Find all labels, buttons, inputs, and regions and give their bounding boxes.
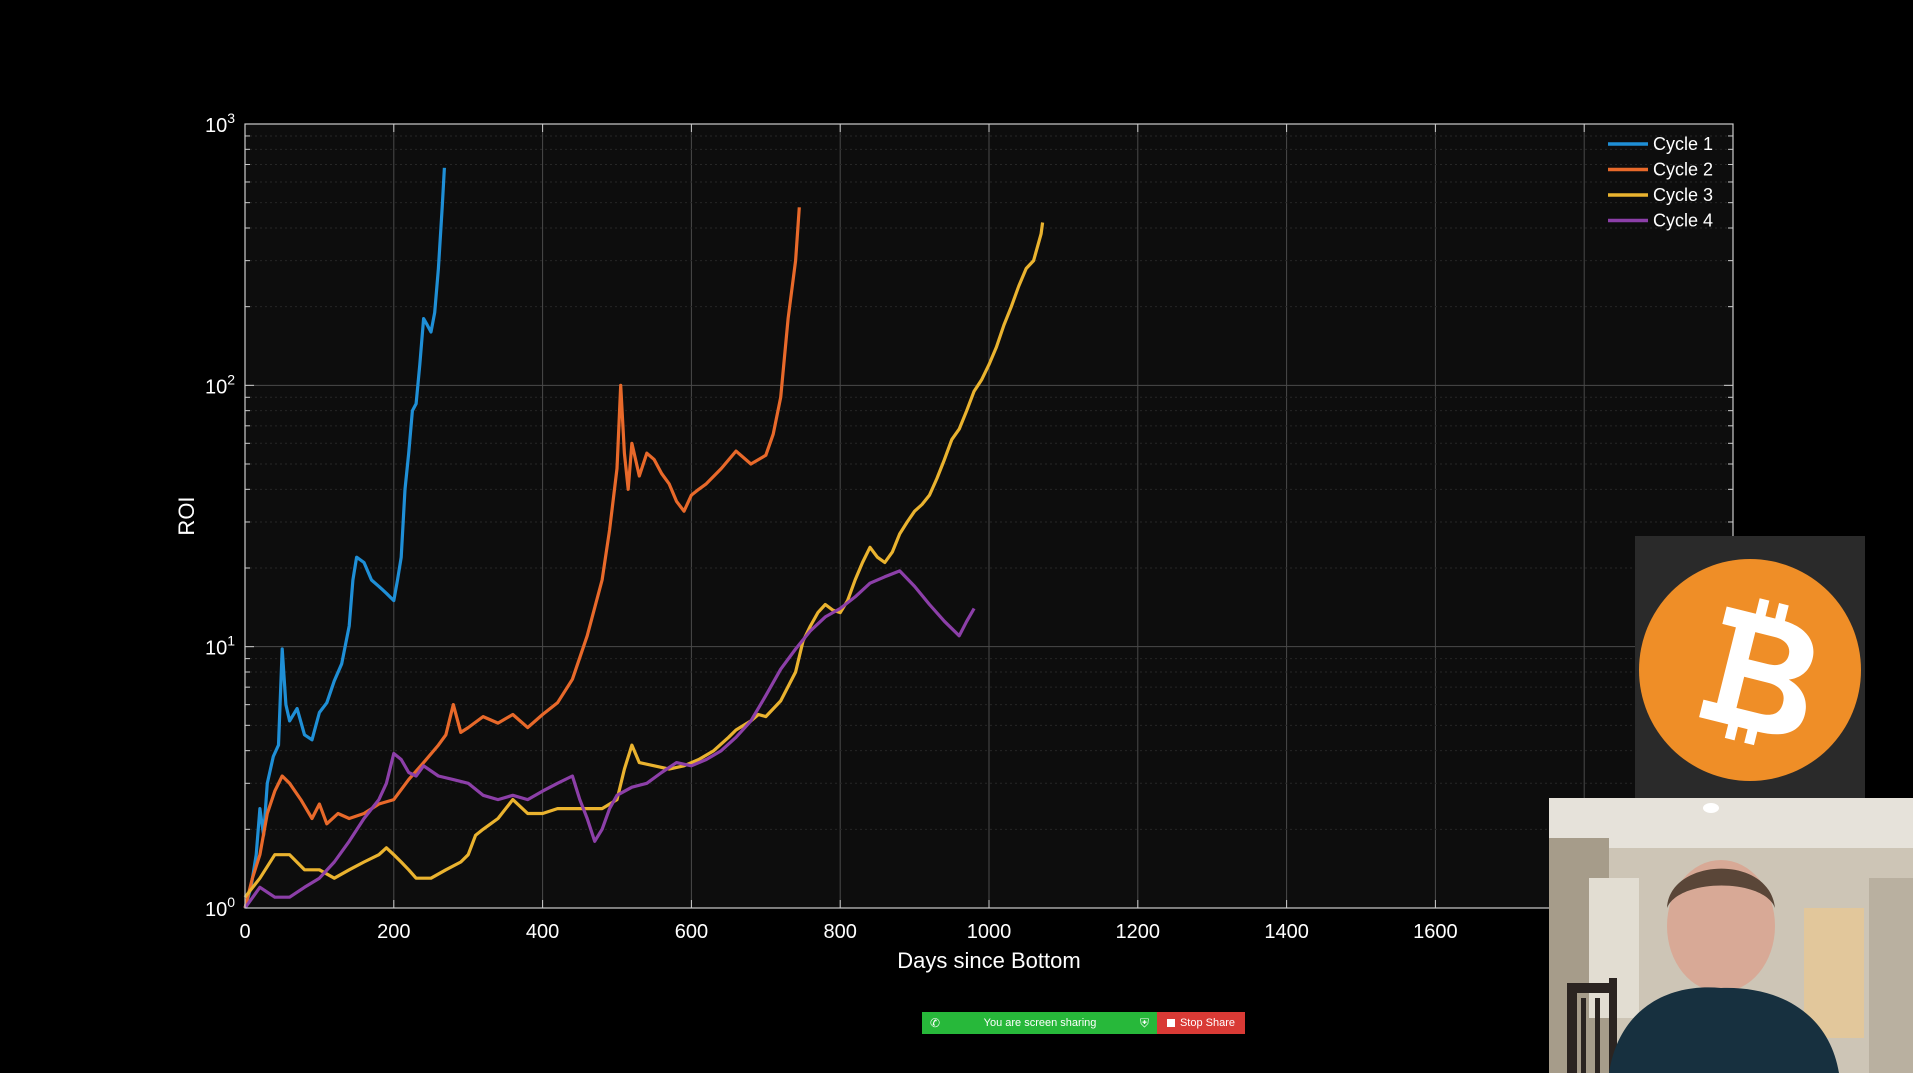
x-tick-label: 400	[526, 921, 559, 943]
screen-share-bar: ✆ You are screen sharing ⛨ Stop Share	[922, 1012, 1245, 1034]
screen-share-status-text: You are screen sharing	[983, 1017, 1097, 1029]
series-lines	[243, 167, 1045, 909]
x-tick-label: 1200	[1116, 921, 1161, 943]
y-tick-label: 103	[205, 110, 235, 137]
x-tick-label: 800	[824, 921, 857, 943]
y-tick-label: 101	[205, 633, 235, 660]
stop-share-button[interactable]: Stop Share	[1157, 1012, 1245, 1034]
x-tick-label: 1600	[1413, 921, 1458, 943]
y-tick-label: 100	[205, 894, 235, 921]
series-line-3	[243, 222, 1045, 899]
screen-share-status: ✆ You are screen sharing ⛨	[922, 1012, 1157, 1034]
x-tick-label: 1400	[1264, 921, 1309, 943]
legend-entry-label: Cycle 1	[1653, 134, 1713, 154]
x-tick-label: 200	[377, 921, 410, 943]
person-head	[1667, 860, 1775, 992]
y-axis-title: ROI	[174, 496, 199, 535]
person-torso	[1609, 987, 1839, 1073]
bitcoin-logo-panel	[1635, 536, 1865, 798]
phone-icon: ✆	[930, 1016, 941, 1030]
grid-lines	[245, 124, 1733, 908]
series-line-4	[243, 569, 976, 909]
axis-ticks: 0 200 400 600 800 1000 1200 1400 1600 100 101 102 10…	[205, 110, 1734, 943]
stop-share-label: Stop Share	[1179, 1017, 1236, 1029]
x-axis-title: Days since Bottom	[897, 948, 1080, 973]
series-line-2	[243, 207, 801, 909]
chair-silhouette	[1567, 978, 1617, 1073]
stop-icon	[1166, 1019, 1175, 1027]
shield-icon[interactable]: ⛨	[1139, 1015, 1149, 1030]
webcam-video	[1549, 798, 1913, 1073]
legend-entry-label: Cycle 2	[1653, 160, 1713, 180]
x-tick-label: 1000	[967, 921, 1012, 943]
legend-entry-label: Cycle 4	[1653, 211, 1713, 231]
x-tick-label: 0	[239, 921, 250, 943]
legend: Cycle 1 Cycle 2 Cycle 3 Cycle 4	[1608, 134, 1713, 231]
y-tick-label: 102	[205, 371, 235, 398]
legend-entry-label: Cycle 3	[1653, 185, 1713, 205]
series-line-1	[243, 167, 446, 909]
x-tick-label: 600	[675, 921, 708, 943]
bitcoin-b-icon	[1699, 598, 1814, 746]
